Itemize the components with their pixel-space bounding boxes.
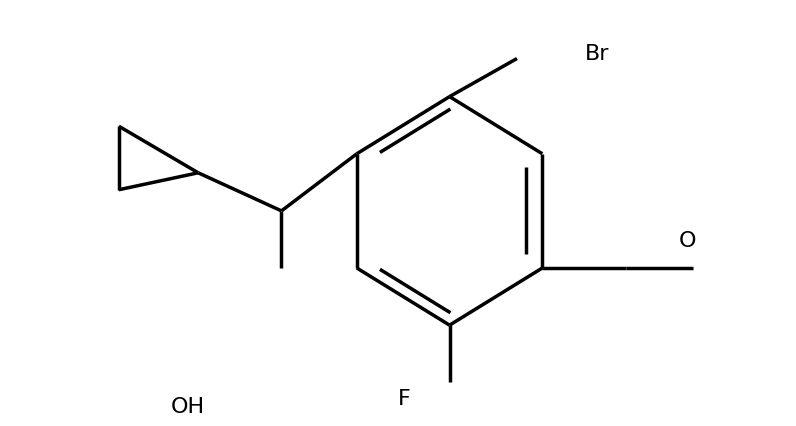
Text: OH: OH	[170, 397, 205, 417]
Text: O: O	[679, 230, 696, 250]
Text: F: F	[398, 389, 411, 409]
Text: Br: Br	[584, 44, 609, 64]
